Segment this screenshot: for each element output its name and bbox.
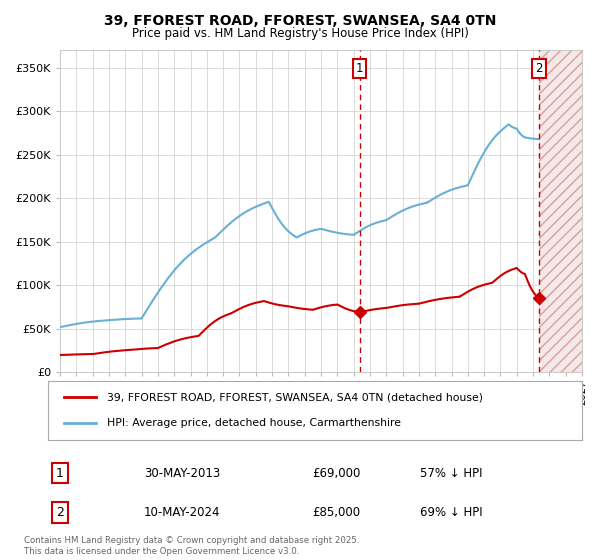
Bar [539, 50, 582, 372]
Text: £69,000: £69,000 [312, 466, 361, 480]
Text: 10-MAY-2024: 10-MAY-2024 [144, 506, 221, 519]
Text: Price paid vs. HM Land Registry's House Price Index (HPI): Price paid vs. HM Land Registry's House … [131, 27, 469, 40]
Text: 57% ↓ HPI: 57% ↓ HPI [420, 466, 482, 480]
Text: 39, FFOREST ROAD, FFOREST, SWANSEA, SA4 0TN: 39, FFOREST ROAD, FFOREST, SWANSEA, SA4 … [104, 14, 496, 28]
Text: HPI: Average price, detached house, Carmarthenshire: HPI: Average price, detached house, Carm… [107, 418, 401, 428]
Text: 39, FFOREST ROAD, FFOREST, SWANSEA, SA4 0TN (detached house): 39, FFOREST ROAD, FFOREST, SWANSEA, SA4 … [107, 392, 483, 402]
Text: 2: 2 [535, 62, 542, 74]
Text: 1: 1 [356, 62, 364, 74]
Text: £85,000: £85,000 [312, 506, 360, 519]
Text: 2: 2 [56, 506, 64, 519]
Text: 1: 1 [56, 466, 64, 480]
Text: Contains HM Land Registry data © Crown copyright and database right 2025.
This d: Contains HM Land Registry data © Crown c… [24, 536, 359, 556]
Text: 69% ↓ HPI: 69% ↓ HPI [420, 506, 482, 519]
Text: 30-MAY-2013: 30-MAY-2013 [144, 466, 220, 480]
